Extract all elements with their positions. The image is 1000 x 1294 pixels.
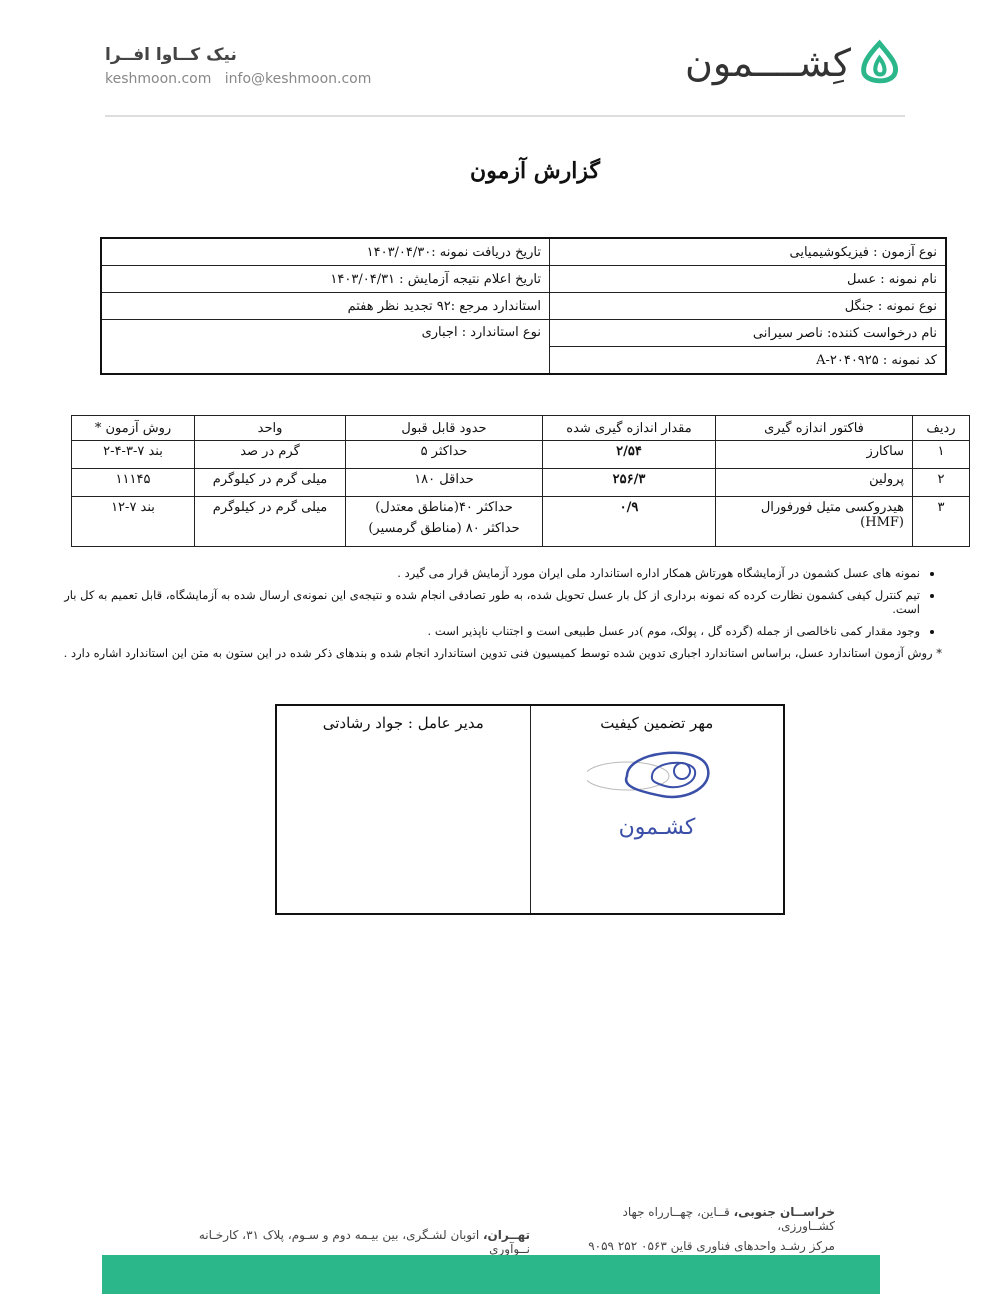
sample-info-table: نوع آزمون : فیزیکوشیمیایی تاریخ دریافت نم… [100, 237, 947, 375]
drop-logo-icon [861, 39, 899, 84]
sample-name: نام نمونه : عسل [548, 265, 947, 293]
col-header: حدود قابل قبول [345, 415, 543, 441]
col-header: مقدار اندازه گیری شده [542, 415, 716, 441]
signature-box: مهر تضمین کیفیت کشـمون مدیر عامل : جواد … [275, 704, 785, 915]
cell: ۰/۹ [542, 496, 716, 547]
svg-text:کشـمون: کشـمون [618, 815, 695, 840]
cell: ۱۱۱۴۵ [71, 468, 195, 497]
col-header: ردیف [912, 415, 970, 441]
result-date: تاریخ اعلام نتیجه آزمایش : ۱۴۰۳/۰۴/۳۱ [100, 265, 550, 293]
note-item: وجود مقدار کمی ناخالصی از جمله (گرده گل … [62, 624, 920, 638]
address-khorasan: خراســان جنوبی، قــاین، چهــارراه جهاد ک… [580, 1205, 835, 1253]
brand-logo: کِشــــمون [685, 32, 900, 94]
note-item: نمونه های عسل کشمون در آزمایشگاه هورتاش … [62, 566, 920, 580]
address-tehran: تهــران، اتوبان لشـگری، بین بیـمه دوم و … [160, 1228, 530, 1256]
company-name: نیک کــاوا افــرا [105, 45, 237, 65]
cell: ۲۵۶/۳ [542, 468, 716, 497]
tehran-address: اتوبان لشـگری، بین بیـمه دوم و سـوم، پلا… [198, 1228, 530, 1256]
cell: هیدروکسی متیل فورفورال (HMF) [715, 496, 913, 547]
website-link[interactable]: keshmoon.com [105, 71, 212, 87]
requester: نام درخواست کننده: ناصر سیرانی [548, 319, 947, 347]
khorasan-label: خراســان جنوبی، [733, 1205, 835, 1219]
email-link[interactable]: info@keshmoon.com [224, 71, 372, 87]
cell: پرولین [715, 468, 913, 497]
cell: ۱ [912, 440, 970, 469]
manager-name: مدیر عامل : جواد رشادتی [322, 714, 484, 732]
note-item: تیم کنترل کیفی کشمون نظارت کرده که نمونه… [62, 588, 920, 616]
test-type: نوع آزمون : فیزیکوشیمیایی [548, 237, 947, 266]
khorasan-phone: مرکز رشـد واحدهای فناوری قاین ۰۵۶۳ ۲۵۲ ۹… [588, 1239, 835, 1253]
receive-date: تاریخ دریافت نمونه :۱۴۰۳/۰۴/۳۰ [100, 237, 550, 266]
results-table: ردیف فاکتور اندازه گیری مقدار اندازه گیر… [71, 415, 970, 547]
cell: گرم در صد [194, 440, 346, 469]
khorasan-address: قــاین، چهــارراه جهاد کشــاورزی، [622, 1205, 835, 1233]
manager-cell: مدیر عامل : جواد رشادتی [275, 704, 531, 915]
cell: ۳ [912, 496, 970, 547]
tehran-label: تهــران، [482, 1228, 530, 1242]
table-row: ۲ پرولین ۲۵۶/۳ حداقل ۱۸۰ میلی گرم در کیلوگرم… [71, 468, 970, 497]
company-info: نیک کــاوا افــرا keshmoon.com info@kesh… [105, 45, 395, 87]
stamp-cell: مهر تضمین کیفیت کشـمون [529, 704, 785, 915]
limit-line: حداکثر ۴۰(مناطق معتدل) [375, 500, 513, 515]
brand-name: کِشــــمون [685, 41, 852, 85]
col-header: واحد [194, 415, 346, 441]
page-title: گزارش آزمون [470, 158, 600, 184]
cell: حداکثر ۵ [345, 440, 543, 469]
footnote: * روش آزمون استاندارد عسل، براساس استاند… [63, 646, 942, 660]
table-row: ۳ هیدروکسی متیل فورفورال (HMF) ۰/۹ حداکثر … [71, 496, 970, 547]
sample-code: کد نمونه : ۲۰۴۰۹۲۵-A [548, 346, 947, 375]
col-header: روش آزمون * [71, 415, 195, 441]
reference-standard: استاندارد مرجع :۹۲ تجدید نظر هفتم [100, 292, 550, 320]
limit-line: حداکثر ۸۰ (مناطق گرمسیر) [368, 521, 520, 536]
cell: حداکثر ۴۰(مناطق معتدل) حداکثر ۸۰ (مناطق گ… [345, 496, 543, 547]
cell: بند ۷-۳-۴-۲ [71, 440, 195, 469]
table-row: ۱ ساکارز ۲/۵۴ حداکثر ۵ گرم در صد بند ۷-۳-۴-۲ [71, 440, 970, 469]
quality-stamp-icon: کشـمون [584, 751, 710, 840]
cell: حداقل ۱۸۰ [345, 468, 543, 497]
cell: ساکارز [715, 440, 913, 469]
cell: ۲ [912, 468, 970, 497]
col-header: فاکتور اندازه گیری [715, 415, 913, 441]
footer-bar [102, 1255, 880, 1294]
cell: بند ۷-۱۲ [71, 496, 195, 547]
sample-kind: نوع نمونه : جنگل [548, 292, 947, 320]
cell: میلی گرم در کیلوگرم [194, 496, 346, 547]
stamp-label: مهر تضمین کیفیت [600, 714, 714, 732]
notes: نمونه های عسل کشمون در آزمایشگاه هورتاش … [62, 566, 942, 660]
cell: ۲/۵۴ [542, 440, 716, 469]
header-divider [105, 115, 905, 117]
cell: میلی گرم در کیلوگرم [194, 468, 346, 497]
standard-type: نوع استاندارد : اجباری [100, 319, 550, 375]
